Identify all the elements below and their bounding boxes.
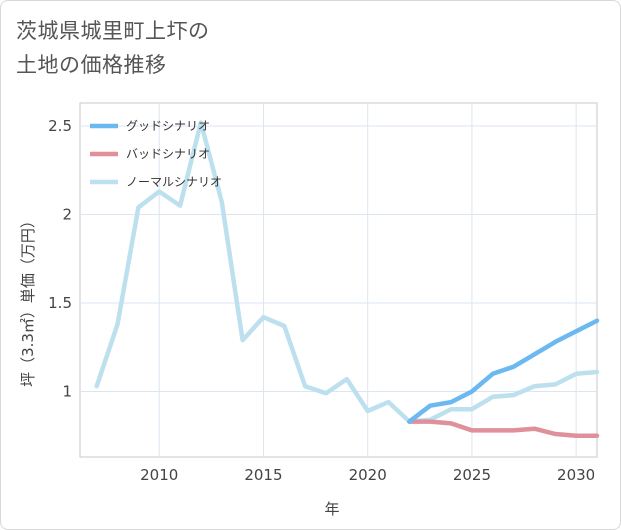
legend-item-bad: バッドシナリオ	[90, 147, 210, 161]
x-tick-label: 2015	[244, 466, 282, 484]
chart-title-line-2: 土地の価格推移	[16, 53, 167, 77]
x-tick-label: 2025	[453, 466, 491, 484]
grid-layer	[80, 103, 597, 457]
legend-item-good: グッドシナリオ	[90, 119, 210, 133]
legend-item-normal: ノーマルシナリオ	[90, 175, 222, 189]
chart-title-line-1: 茨城県城里町上圷の	[16, 19, 210, 43]
legend-label: グッドシナリオ	[126, 119, 210, 133]
y-tick-label: 1	[62, 383, 72, 401]
y-tick-label: 1.5	[48, 294, 72, 312]
plot-area	[79, 102, 598, 458]
legend-label: ノーマルシナリオ	[126, 175, 222, 189]
tick-layer: 2010 2015 2020 2025 2030 1 1.5 2 2.5	[48, 117, 595, 484]
series-layer	[94, 120, 600, 439]
y-tick-label: 2.5	[48, 117, 72, 135]
chart-title: 茨城県城里町上圷の 土地の価格推移	[16, 14, 210, 82]
x-axis-label: 年	[324, 500, 339, 518]
y-tick-label: 2	[62, 206, 72, 224]
x-tick-label: 2030	[557, 466, 595, 484]
x-tick-label: 2020	[349, 466, 387, 484]
bad-scenario-line	[407, 419, 600, 439]
legend-label: バッドシナリオ	[126, 147, 210, 161]
x-tick-label: 2010	[140, 466, 178, 484]
normal-scenario-line	[94, 120, 600, 424]
good-scenario-line	[407, 318, 600, 424]
y-axis-label: 坪（3.3㎡）単価（万円）	[19, 213, 37, 387]
